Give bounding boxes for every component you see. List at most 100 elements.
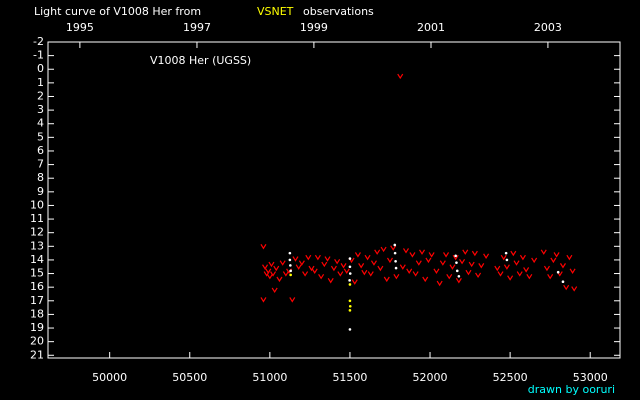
upper-limit-mark — [412, 271, 419, 277]
upper-limit-mark — [452, 254, 459, 261]
upper-limit-mark — [550, 257, 557, 264]
upper-limit-mark — [390, 245, 397, 251]
upper-limit-mark — [483, 253, 490, 259]
upper-limit-mark — [566, 254, 573, 261]
observation-point — [348, 265, 352, 269]
x2-tick-label: 1995 — [66, 21, 94, 34]
y-tick-label: 4 — [37, 117, 44, 130]
upper-limit-mark — [260, 243, 267, 250]
observation-point — [348, 309, 352, 312]
y-tick-label: 18 — [30, 307, 44, 320]
upper-limit-mark — [308, 265, 315, 272]
y-tick-label: -1 — [33, 49, 44, 62]
upper-limit-mark — [443, 252, 450, 258]
upper-limit-mark — [563, 284, 570, 291]
upper-limit-mark — [553, 252, 560, 258]
upper-limit-mark — [422, 276, 429, 283]
upper-limit-mark — [439, 260, 446, 266]
upper-limit-mark — [271, 287, 278, 294]
upper-limit-mark — [292, 256, 299, 262]
upper-limit-mark — [559, 263, 566, 269]
upper-limit-mark — [298, 260, 305, 266]
upper-limit-mark — [462, 249, 469, 255]
y-tick-label: 1 — [37, 76, 44, 89]
upper-limit-mark — [314, 254, 321, 261]
observation-point — [348, 328, 352, 331]
upper-limit-mark — [415, 260, 422, 266]
upper-limit-mark — [419, 249, 426, 255]
upper-limit-mark — [343, 268, 350, 274]
upper-limit-mark — [428, 252, 435, 258]
y-tick-label: 7 — [37, 158, 44, 171]
upper-limit-mark — [268, 261, 275, 268]
y-tick-label: 0 — [37, 62, 44, 75]
y-tick-label: 10 — [30, 198, 44, 211]
upper-limit-mark — [409, 252, 416, 258]
observation-point — [455, 269, 459, 273]
upper-limit-mark — [273, 265, 280, 272]
upper-limit-mark — [302, 271, 309, 277]
x-tick-label: 52500 — [493, 371, 528, 384]
y-tick-label: 12 — [30, 226, 44, 239]
upper-limit-mark — [465, 269, 472, 276]
upper-limit-mark — [270, 271, 277, 277]
upper-limit-mark — [380, 246, 387, 253]
upper-limit-mark — [386, 257, 393, 264]
upper-limit-mark — [436, 280, 443, 287]
upper-limit-mark — [295, 264, 302, 270]
y-tick-label: 20 — [30, 335, 44, 348]
upper-limit-mark — [497, 271, 504, 277]
upper-limit-mark — [526, 273, 533, 280]
y-tick-label: 8 — [37, 171, 44, 184]
upper-limit-mark — [547, 273, 554, 280]
annotation: V1008 Her (UGSS) — [150, 54, 251, 67]
observation-point — [393, 243, 397, 247]
upper-limit-mark — [510, 250, 517, 257]
observation-point — [348, 283, 352, 286]
upper-limit-mark — [383, 276, 390, 283]
y-tick-label: 5 — [37, 130, 44, 143]
observation-point — [505, 258, 509, 262]
upper-limit-mark — [327, 278, 334, 284]
upper-limit-mark — [337, 271, 344, 277]
upper-limit-mark — [519, 254, 526, 261]
observation-point — [288, 251, 292, 255]
y-tick-label: 14 — [30, 253, 44, 266]
observation-point — [289, 264, 292, 267]
y-tick-label: 6 — [37, 144, 44, 157]
observation-point — [289, 273, 292, 277]
upper-limit-mark — [569, 268, 576, 274]
observation-point — [394, 259, 397, 263]
upper-limit-mark — [374, 249, 381, 255]
upper-limit-mark — [468, 261, 475, 268]
upper-limit-mark — [531, 257, 538, 264]
upper-limit-mark — [433, 268, 440, 274]
x2-tick-label: 2003 — [534, 21, 562, 34]
y-tick-label: 3 — [37, 103, 44, 116]
upper-limit-mark — [361, 269, 368, 276]
upper-limit-mark — [543, 265, 550, 272]
chart-title: Light curve of V1008 Her from — [34, 5, 201, 18]
observation-point — [348, 279, 351, 282]
y-tick-label: 2 — [37, 89, 44, 102]
upper-limit-mark — [340, 263, 347, 269]
chart-title-suffix: observations — [303, 5, 374, 18]
upper-limit-mark — [330, 265, 337, 272]
upper-limit-mark — [406, 268, 413, 274]
upper-limit-mark — [503, 264, 510, 270]
upper-limit-mark — [475, 272, 482, 279]
observation-point — [348, 304, 352, 308]
upper-limit-mark — [358, 263, 365, 269]
upper-limit-mark — [397, 73, 404, 80]
upper-limit-mark — [507, 275, 514, 281]
y-tick-label: 9 — [37, 185, 44, 198]
upper-limit-mark — [516, 271, 523, 277]
upper-limit-mark — [262, 264, 269, 270]
observation-point — [556, 270, 560, 274]
upper-limit-mark — [459, 258, 466, 265]
y-tick-label: 17 — [30, 294, 44, 307]
upper-limit-mark — [305, 254, 312, 261]
upper-limit-mark — [571, 286, 578, 292]
y-tick-label: 19 — [30, 321, 44, 334]
